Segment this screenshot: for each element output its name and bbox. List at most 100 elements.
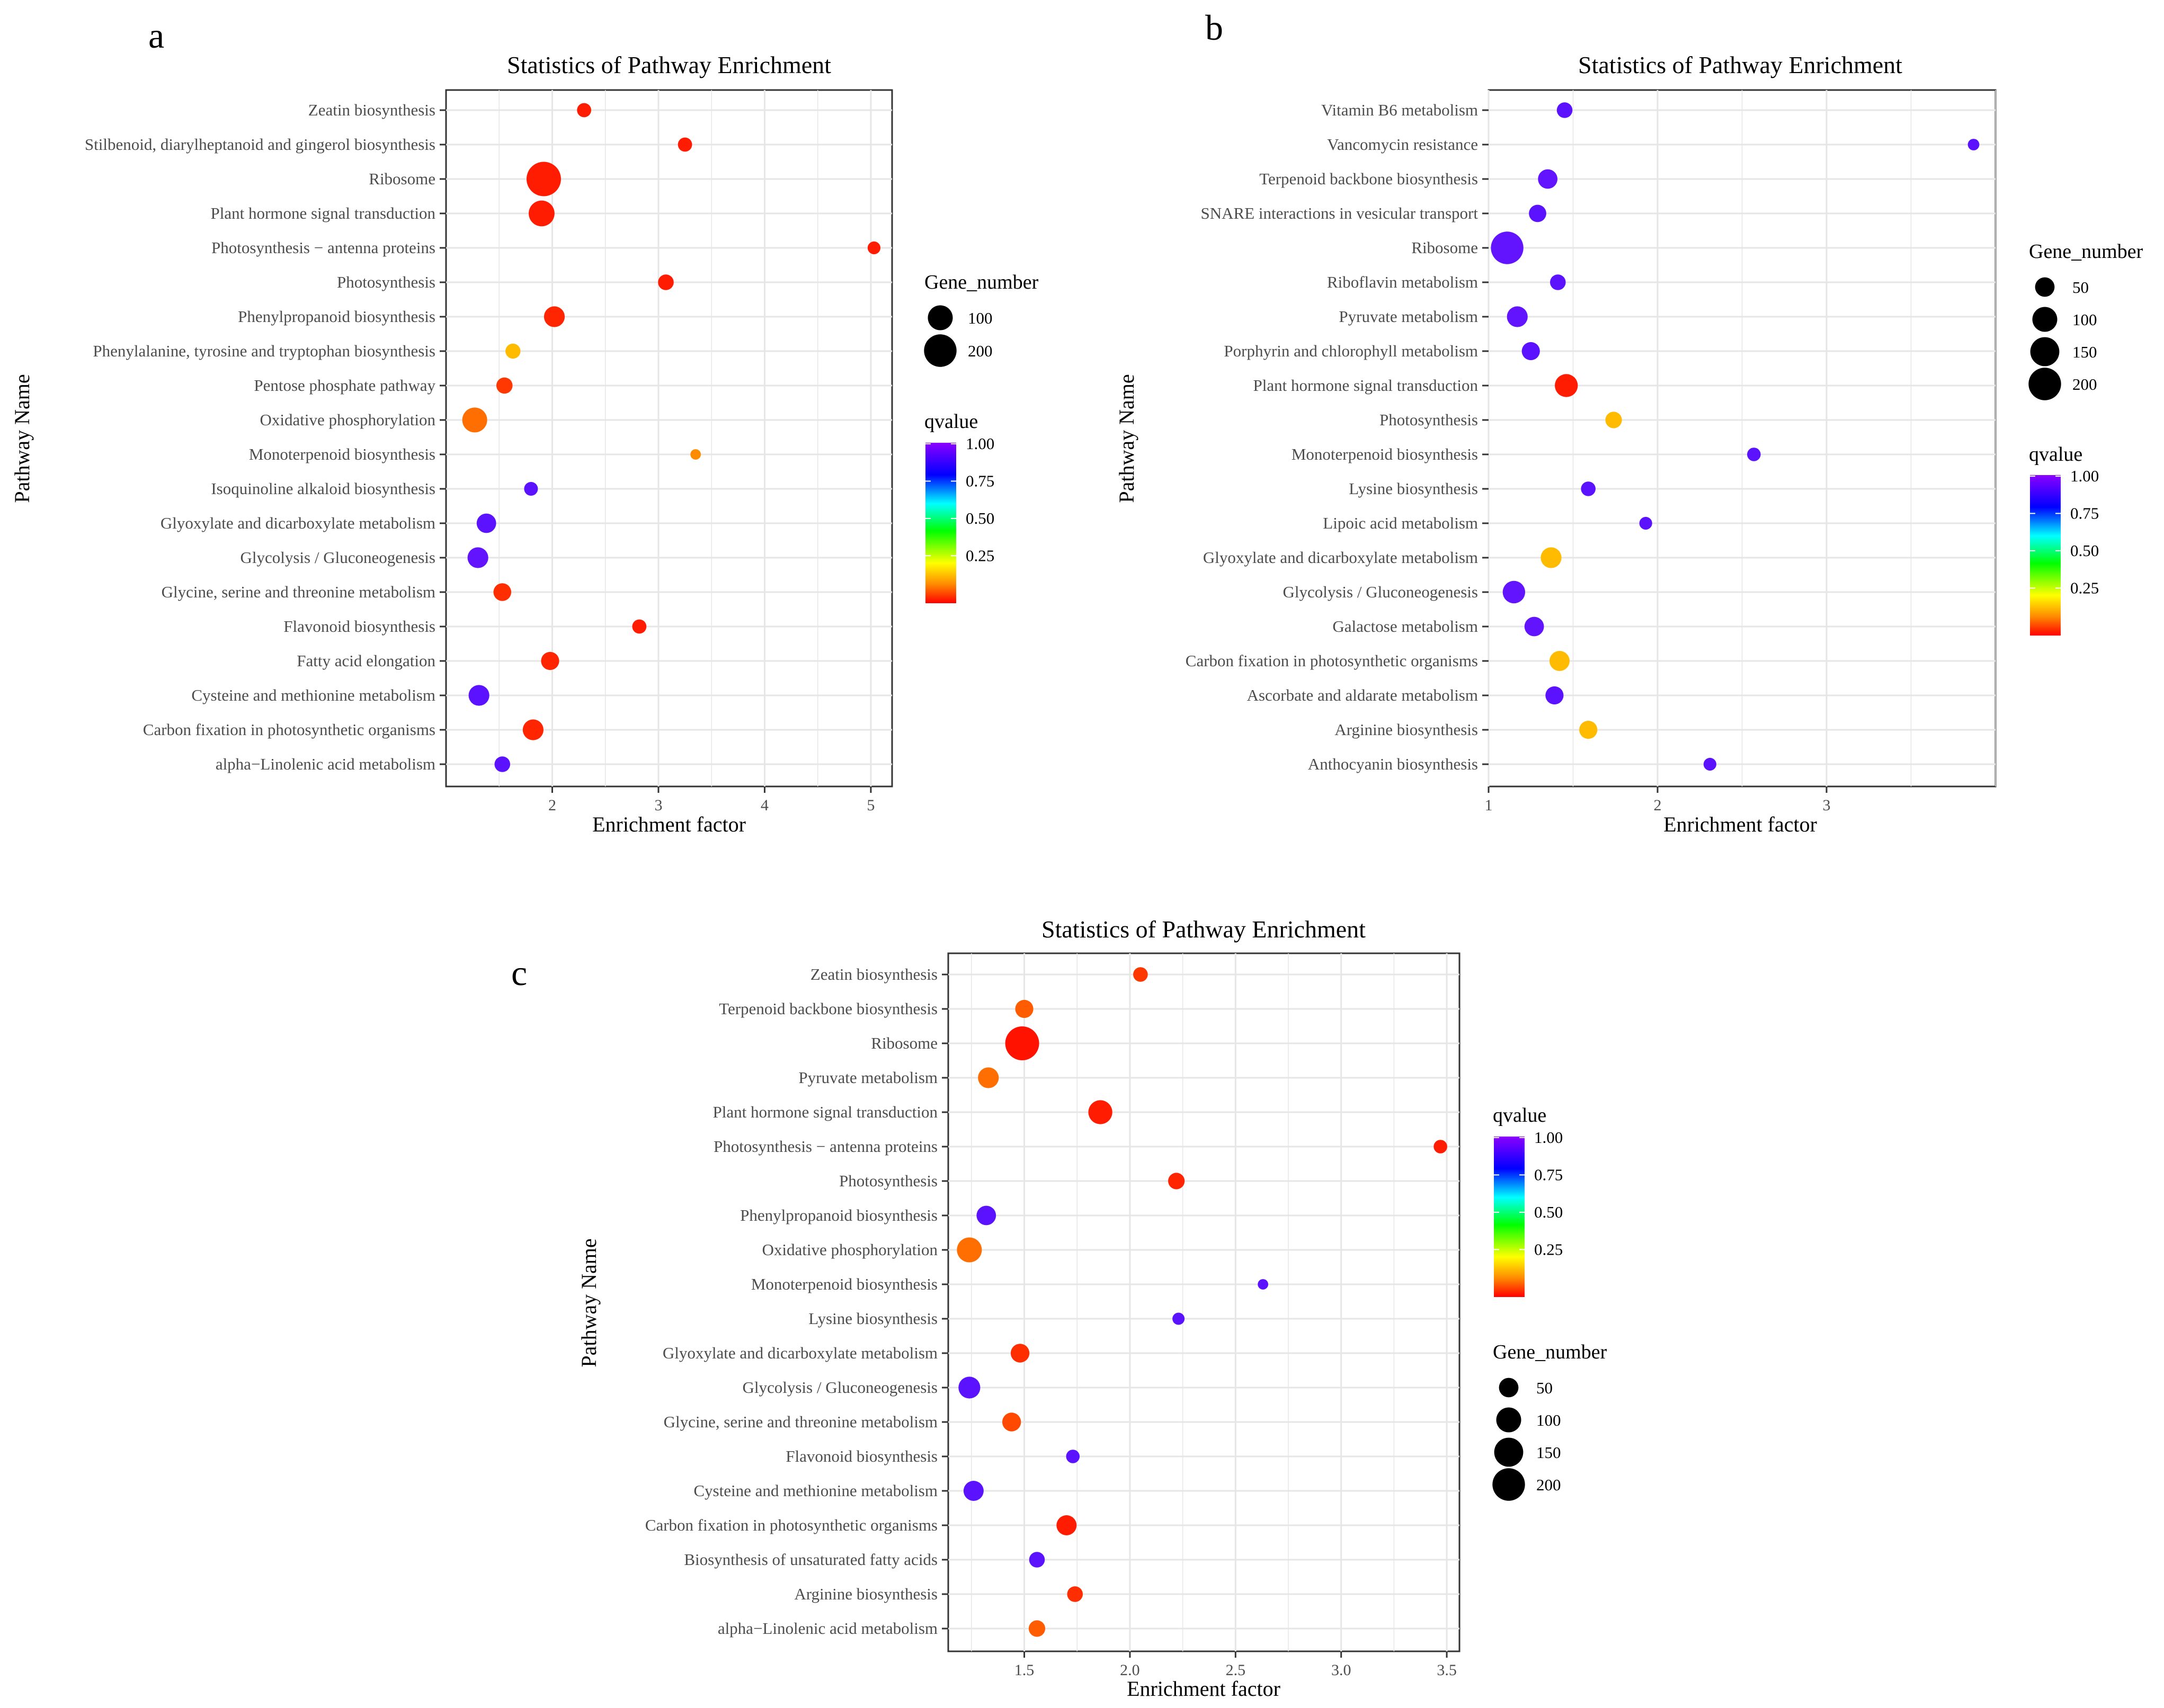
category-label: Photosynthesis − antenna proteins (714, 1137, 938, 1156)
chart-panel-b: b Statistics of Pathway Enrichment Vitam… (1115, 7, 2143, 836)
size-legend-dot (2030, 337, 2060, 366)
data-point (462, 407, 487, 433)
x-axis-label: Enrichment factor (1127, 1677, 1280, 1701)
colorbar-label: 0.75 (2070, 504, 2099, 522)
data-point (526, 162, 561, 196)
data-point (467, 547, 488, 568)
data-point (957, 1237, 982, 1263)
size-legend-label: 100 (1536, 1411, 1561, 1429)
panel-letter-c: c (511, 953, 527, 993)
category-label: Plant hormone signal transduction (1253, 376, 1479, 395)
category-label: Glyoxylate and dicarboxylate metabolism (1203, 548, 1478, 567)
data-point (658, 274, 674, 290)
category-label: Glycolysis / Gluconeogenesis (240, 548, 435, 567)
data-point (1967, 139, 1980, 150)
data-point (541, 651, 559, 670)
data-point (1521, 342, 1540, 361)
data-point (1703, 757, 1716, 771)
category-label: Stilbenoid, diarylheptanoid and gingerol… (85, 135, 435, 154)
data-point (1507, 306, 1528, 327)
data-point (1529, 204, 1546, 222)
data-point (1172, 1312, 1185, 1325)
data-point (1524, 616, 1544, 637)
size-legend-label: 200 (2072, 375, 2097, 394)
size-legend-label: 50 (2072, 278, 2089, 297)
data-point (522, 719, 544, 740)
colorbar-label: 0.50 (2070, 541, 2099, 560)
category-label: alpha−Linolenic acid metabolism (718, 1619, 938, 1638)
y-axis-label: Pathway Name (10, 374, 34, 503)
data-point (1433, 1140, 1447, 1153)
category-label: Glycine, serine and threonine metabolism (664, 1412, 938, 1431)
category-label: Cysteine and methionine metabolism (191, 686, 435, 704)
data-point (1258, 1279, 1269, 1290)
data-point (494, 756, 511, 772)
x-tick-label: 3 (654, 797, 662, 814)
color-legend-title: qvalue (924, 410, 978, 433)
size-legend-dot (928, 305, 953, 330)
category-label: Fatty acid elongation (297, 651, 435, 670)
x-tick-label: 2.5 (1226, 1661, 1246, 1679)
size-legend-label: 200 (1536, 1476, 1561, 1494)
x-axis-label: Enrichment factor (1663, 812, 1817, 836)
size-legend-label: 150 (2072, 343, 2097, 361)
qvalue-colorbar (925, 443, 956, 603)
color-legend-title: qvalue (1493, 1104, 1546, 1126)
size-legend: Gene_number 50 100 150 200 (2028, 240, 2143, 400)
category-label: Carbon fixation in photosynthetic organi… (143, 720, 435, 739)
color-legend-title: qvalue (2029, 443, 2082, 466)
data-point (958, 1376, 981, 1399)
chart-panel-a: a Statistics of Pathway Enrichment Zeati… (10, 15, 1039, 836)
size-legend-dot (1494, 1437, 1524, 1467)
colorbar-label: 1.00 (966, 434, 994, 453)
category-label: Flavonoid biosynthesis (786, 1447, 938, 1465)
category-label: Plant hormone signal transduction (713, 1103, 938, 1121)
size-legend-title: Gene_number (924, 271, 1039, 293)
color-legend: qvalue 1.00 0.75 0.50 0.25 (924, 410, 994, 603)
x-axis-label: Enrichment factor (592, 812, 746, 836)
grid-lines (1488, 90, 1996, 786)
y-axis-label: Pathway Name (577, 1238, 601, 1367)
size-legend-dot (2035, 277, 2055, 297)
data-point (1555, 374, 1578, 397)
x-tick-label: 3 (1823, 797, 1831, 814)
data-point (524, 482, 538, 496)
data-point (476, 513, 496, 533)
x-tick-label: 2 (548, 797, 556, 814)
data-point (505, 343, 521, 359)
data-point (1005, 1026, 1039, 1060)
category-label: Ascorbate and aldarate metabolism (1247, 686, 1478, 704)
category-label: Photosynthesis (839, 1172, 938, 1190)
chart-title: Statistics of Pathway Enrichment (1578, 51, 1902, 78)
data-point (1549, 651, 1570, 671)
category-label: Pentose phosphate pathway (254, 376, 435, 395)
category-label: Flavonoid biosynthesis (283, 617, 435, 636)
size-legend-label: 100 (968, 309, 993, 327)
category-label: Arginine biosynthesis (1334, 720, 1478, 739)
data-point (1002, 1412, 1021, 1432)
color-legend: qvalue 1.00 0.75 0.50 0.25 (1493, 1104, 1563, 1297)
category-label: Cysteine and methionine metabolism (693, 1481, 938, 1500)
x-tick-label: 3.0 (1331, 1661, 1351, 1679)
category-label: Zeatin biosynthesis (308, 101, 435, 119)
x-tick-label: 4 (761, 797, 769, 814)
category-label: Monoterpenoid biosynthesis (751, 1275, 938, 1293)
qvalue-colorbar (1494, 1137, 1525, 1297)
data-point (978, 1067, 999, 1088)
category-label: Terpenoid backbone biosynthesis (719, 999, 938, 1018)
category-label: Lysine biosynthesis (1349, 479, 1478, 498)
colorbar-label: 1.00 (1534, 1128, 1563, 1147)
panel-letter-a: a (148, 15, 164, 56)
category-label: Ribosome (871, 1034, 938, 1052)
category-label: Ribosome (1411, 238, 1478, 257)
data-point (1639, 516, 1652, 530)
category-label: Photosynthesis (337, 273, 435, 291)
data-point (1502, 580, 1526, 604)
category-label: Phenylalanine, tyrosine and tryptophan b… (93, 342, 435, 360)
data-point (1581, 481, 1596, 496)
category-label: Zeatin biosynthesis (811, 965, 938, 983)
category-label: Photosynthesis − antenna proteins (211, 238, 435, 257)
size-legend-dot (2032, 307, 2058, 332)
data-point (690, 449, 701, 460)
category-label: Carbon fixation in photosynthetic organi… (645, 1516, 938, 1534)
